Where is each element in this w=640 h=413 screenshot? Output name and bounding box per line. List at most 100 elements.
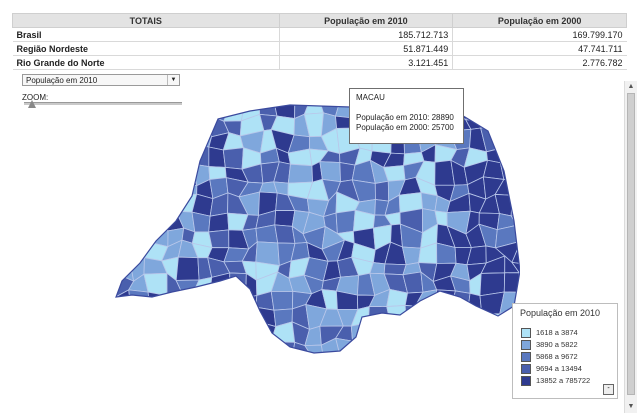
municipality-region[interactable] xyxy=(366,335,391,360)
municipality-region[interactable] xyxy=(434,319,455,346)
municipality-region[interactable] xyxy=(159,159,186,184)
municipality-region[interactable] xyxy=(176,322,200,346)
municipality-region[interactable] xyxy=(198,340,216,359)
municipality-region[interactable] xyxy=(208,319,234,342)
municipality-region[interactable] xyxy=(100,101,117,119)
municipality-region[interactable] xyxy=(158,305,186,330)
municipality-region[interactable] xyxy=(335,337,358,360)
municipality-region[interactable] xyxy=(159,177,178,198)
municipality-region[interactable] xyxy=(115,257,135,282)
municipality-region[interactable] xyxy=(270,290,294,311)
municipality-region[interactable] xyxy=(311,352,329,361)
municipality-region[interactable] xyxy=(405,324,426,339)
municipality-region[interactable] xyxy=(127,192,149,212)
indicator-select[interactable]: População em 2010 ▼ xyxy=(22,74,180,86)
zoom-slider-thumb[interactable] xyxy=(27,100,36,108)
municipality-region[interactable] xyxy=(100,160,121,186)
municipality-region[interactable] xyxy=(399,336,423,358)
municipality-region[interactable] xyxy=(100,245,115,259)
municipality-region[interactable] xyxy=(479,359,498,361)
municipality-region[interactable] xyxy=(511,178,520,196)
municipality-region[interactable] xyxy=(126,351,153,361)
municipality-region[interactable] xyxy=(274,210,296,227)
municipality-region[interactable] xyxy=(180,114,193,139)
municipality-region[interactable] xyxy=(322,351,340,361)
municipality-region[interactable] xyxy=(338,351,358,361)
municipality-region[interactable] xyxy=(129,134,151,154)
municipality-region[interactable] xyxy=(191,294,216,305)
municipality-region[interactable] xyxy=(245,295,258,313)
municipality-region[interactable] xyxy=(127,343,149,360)
municipality-region[interactable] xyxy=(262,354,272,361)
municipality-region[interactable] xyxy=(514,101,520,119)
municipality-region[interactable] xyxy=(222,147,244,170)
municipality-region[interactable] xyxy=(160,359,180,361)
municipality-region[interactable] xyxy=(335,209,356,234)
municipality-region[interactable] xyxy=(208,146,226,168)
municipality-region[interactable] xyxy=(100,181,121,203)
municipality-region[interactable] xyxy=(118,185,133,199)
municipality-region[interactable] xyxy=(179,355,200,361)
municipality-region[interactable] xyxy=(240,354,263,361)
municipality-region[interactable] xyxy=(175,256,200,281)
municipality-region[interactable] xyxy=(133,114,147,139)
municipality-region[interactable] xyxy=(208,335,234,361)
municipality-region[interactable] xyxy=(182,294,193,307)
municipality-region[interactable] xyxy=(192,322,213,345)
municipality-region[interactable] xyxy=(114,322,137,346)
municipality-region[interactable] xyxy=(231,359,247,361)
municipality-region[interactable] xyxy=(467,292,483,315)
municipality-region[interactable] xyxy=(128,289,151,314)
municipality-region[interactable] xyxy=(287,163,314,184)
municipality-region[interactable] xyxy=(159,323,185,346)
municipality-region[interactable] xyxy=(420,192,438,212)
municipality-region[interactable] xyxy=(514,111,520,133)
municipality-region[interactable] xyxy=(352,338,377,360)
municipality-region[interactable] xyxy=(143,101,164,123)
municipality-region[interactable] xyxy=(100,360,121,361)
municipality-region[interactable] xyxy=(227,296,250,313)
municipality-region[interactable] xyxy=(414,305,436,330)
municipality-region[interactable] xyxy=(129,321,149,346)
municipality-region[interactable] xyxy=(100,326,119,345)
municipality-region[interactable] xyxy=(211,303,234,330)
municipality-region[interactable] xyxy=(447,305,473,330)
municipality-region[interactable] xyxy=(270,341,296,358)
legend-minimize-button[interactable]: - xyxy=(603,384,614,395)
municipality-region[interactable] xyxy=(100,305,119,330)
municipality-region[interactable] xyxy=(453,344,469,354)
municipality-region[interactable] xyxy=(198,355,215,361)
municipality-region[interactable] xyxy=(232,319,245,347)
municipality-region[interactable] xyxy=(191,115,212,139)
municipality-region[interactable] xyxy=(487,101,505,123)
municipality-region[interactable] xyxy=(144,147,163,166)
municipality-region[interactable] xyxy=(242,320,263,346)
municipality-region[interactable] xyxy=(513,147,520,166)
municipality-region[interactable] xyxy=(499,128,520,152)
municipality-region[interactable] xyxy=(158,131,182,154)
municipality-region[interactable] xyxy=(175,131,193,154)
municipality-region[interactable] xyxy=(465,341,482,359)
municipality-region[interactable] xyxy=(100,114,115,132)
municipality-region[interactable] xyxy=(499,147,520,164)
municipality-region[interactable] xyxy=(147,177,165,196)
municipality-region[interactable] xyxy=(481,321,506,343)
municipality-region[interactable] xyxy=(355,360,376,361)
municipality-region[interactable] xyxy=(143,193,165,212)
municipality-region[interactable] xyxy=(117,161,135,186)
municipality-region[interactable] xyxy=(479,120,505,130)
municipality-region[interactable] xyxy=(274,224,296,244)
municipality-region[interactable] xyxy=(421,320,442,341)
municipality-region[interactable] xyxy=(272,357,295,361)
municipality-region[interactable] xyxy=(179,101,197,121)
choropleth-map[interactable] xyxy=(100,101,520,361)
municipality-region[interactable] xyxy=(111,225,137,248)
municipality-region[interactable] xyxy=(401,246,422,266)
chevron-down-icon[interactable]: ▼ xyxy=(167,75,179,85)
municipality-region[interactable] xyxy=(130,161,152,186)
municipality-region[interactable] xyxy=(466,354,488,361)
municipality-region[interactable] xyxy=(175,144,193,166)
municipality-region[interactable] xyxy=(494,224,520,249)
municipality-region[interactable] xyxy=(111,245,135,259)
vertical-scrollbar[interactable]: ▲ ▼ xyxy=(624,81,637,413)
